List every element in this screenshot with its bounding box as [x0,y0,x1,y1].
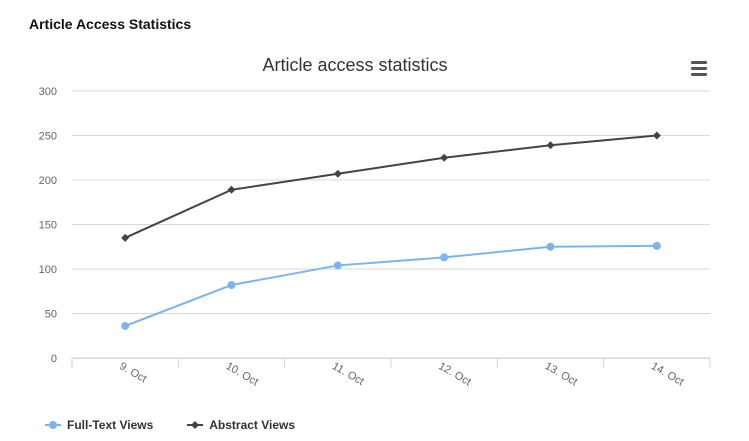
data-point-full-text-views[interactable] [333,261,342,270]
data-point-abstract-views[interactable] [333,169,342,178]
hamburger-menu-icon-bar [691,66,707,70]
y-tick-label: 100 [39,264,57,276]
data-point-full-text-views[interactable] [227,281,236,290]
x-tick-label: 13. Oct [543,360,580,388]
x-tick-label: 10. Oct [224,360,261,388]
data-point-abstract-views[interactable] [546,141,555,150]
hamburger-menu-icon-bar [691,72,707,76]
data-point-abstract-views[interactable] [440,153,449,162]
series-line-abstract-views [124,134,657,239]
x-tick-label: 12. Oct [436,360,473,388]
legend-item-abstract-views[interactable]: Abstract Views [187,418,295,432]
page-heading: Article Access Statistics [29,16,192,32]
data-point-abstract-views[interactable] [121,233,130,242]
hamburger-menu-icon [691,60,707,64]
legend-item-full-text-views[interactable]: Full-Text Views [45,418,153,432]
x-tick-label: 9. Oct [117,360,148,385]
data-point-full-text-views[interactable] [546,242,555,251]
legend-label: Full-Text Views [67,418,154,432]
chart-menu-button[interactable] [686,58,712,78]
y-tick-label: 0 [51,353,57,365]
y-tick-label: 300 [39,86,57,98]
chart-title: Article access statistics [262,55,447,75]
data-point-full-text-views[interactable] [440,253,449,262]
legend-label: Abstract Views [209,418,296,432]
y-tick-label: 250 [39,131,57,143]
data-point-abstract-views[interactable] [227,185,236,194]
data-point-full-text-views[interactable] [121,321,130,330]
legend-symbol-circle [45,421,61,429]
data-point-abstract-views[interactable] [652,131,661,140]
y-tick-label: 50 [45,309,57,321]
chart-legend: Full-Text Views Abstract Views [45,418,295,432]
y-tick-label: 150 [39,220,57,232]
y-tick-label: 200 [39,175,57,187]
series-line-full-text-views [124,244,657,327]
legend-symbol-diamond [187,421,204,429]
data-point-full-text-views[interactable] [652,241,661,250]
x-tick-label: 14. Oct [649,360,686,388]
x-tick-label: 11. Oct [330,360,366,388]
